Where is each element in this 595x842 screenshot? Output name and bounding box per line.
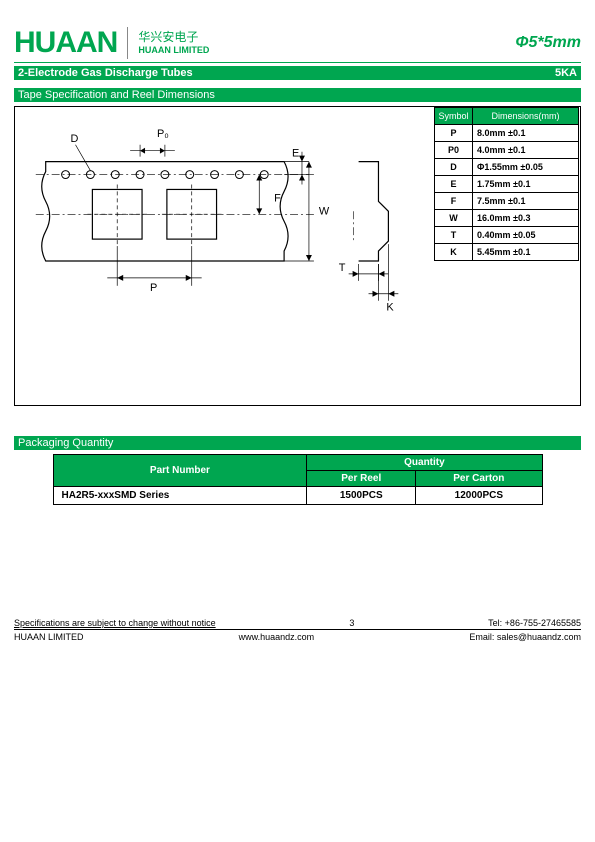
page-footer: Specifications are subject to change wit… [14,618,581,642]
table-row: F7.5mm ±0.1 [435,193,579,210]
logo-divider [127,27,128,59]
footer-page: 3 [349,618,354,628]
pack-th-carton: Per Carton [416,471,542,487]
page-header: HUAAN 华兴安电子 HUAAN LIMITED Φ5*5mm [14,26,581,63]
pack-reel: 1500PCS [307,487,416,505]
footer-web�: www.huaandz.com [239,632,315,642]
tape-diagram: D P₀ P E F [15,107,434,405]
table-row: HA2R5-xxxSMD Series 1500PCS 12000PCS [53,487,542,505]
drawing-area: D P₀ P E F [14,106,581,406]
dim-th-dim: Dimensions(mm) [473,108,579,125]
table-row: W16.0mm ±0.3 [435,210,579,227]
packaging-table: Part Number Quantity Per Reel Per Carton… [53,454,543,505]
label-p: P [150,282,157,294]
dimension-table-holder: Symbol Dimensions(mm) P8.0mm ±0.1 P04.0m… [434,107,580,405]
footer-company: HUAAN LIMITED [14,632,84,642]
pack-carton: 12000PCS [416,487,542,505]
title-right: 5KA [555,67,577,79]
section2-heading: Packaging Quantity [14,436,581,450]
table-row: DΦ1.55mm ±0.05 [435,159,579,176]
pack-th-qty: Quantity [307,455,542,471]
title-left: 2-Electrode Gas Discharge Tubes [18,67,193,79]
label-k: K [386,302,394,314]
pack-part: HA2R5-xxxSMD Series [53,487,307,505]
title-bar: 2-Electrode Gas Discharge Tubes 5KA [14,66,581,80]
table-row: P8.0mm ±0.1 [435,125,579,142]
label-w: W [319,205,330,217]
section1-heading: Tape Specification and Reel Dimensions [14,88,581,102]
footer-tel: Tel: +86-755-27465585 [488,618,581,628]
label-d: D [71,133,79,145]
dim-th-sym: Symbol [435,108,473,125]
size-badge: Φ5*5mm [515,34,581,52]
logo-cn: 华兴安电子 [138,30,209,44]
label-t: T [339,262,346,274]
footer-email: Email: sales@huaandz.com [469,632,581,642]
label-p0: P₀ [157,128,169,140]
logo-text: HUAAN [14,26,117,60]
table-row: K5.45mm ±0.1 [435,244,579,261]
pack-th-reel: Per Reel [307,471,416,487]
label-f: F [274,192,281,204]
footer-notice: Specifications are subject to change wit… [14,618,216,628]
logo-en: HUAAN LIMITED [138,45,209,56]
logo-subtitle: 华兴安电子 HUAAN LIMITED [138,30,209,55]
dimension-table: Symbol Dimensions(mm) P8.0mm ±0.1 P04.0m… [434,107,579,261]
pack-th-part: Part Number [53,455,307,487]
table-row: P04.0mm ±0.1 [435,142,579,159]
logo-block: HUAAN 华兴安电子 HUAAN LIMITED [14,26,209,60]
table-row: E1.75mm ±0.1 [435,176,579,193]
table-row: T0.40mm ±0.05 [435,227,579,244]
label-e: E [292,148,299,160]
